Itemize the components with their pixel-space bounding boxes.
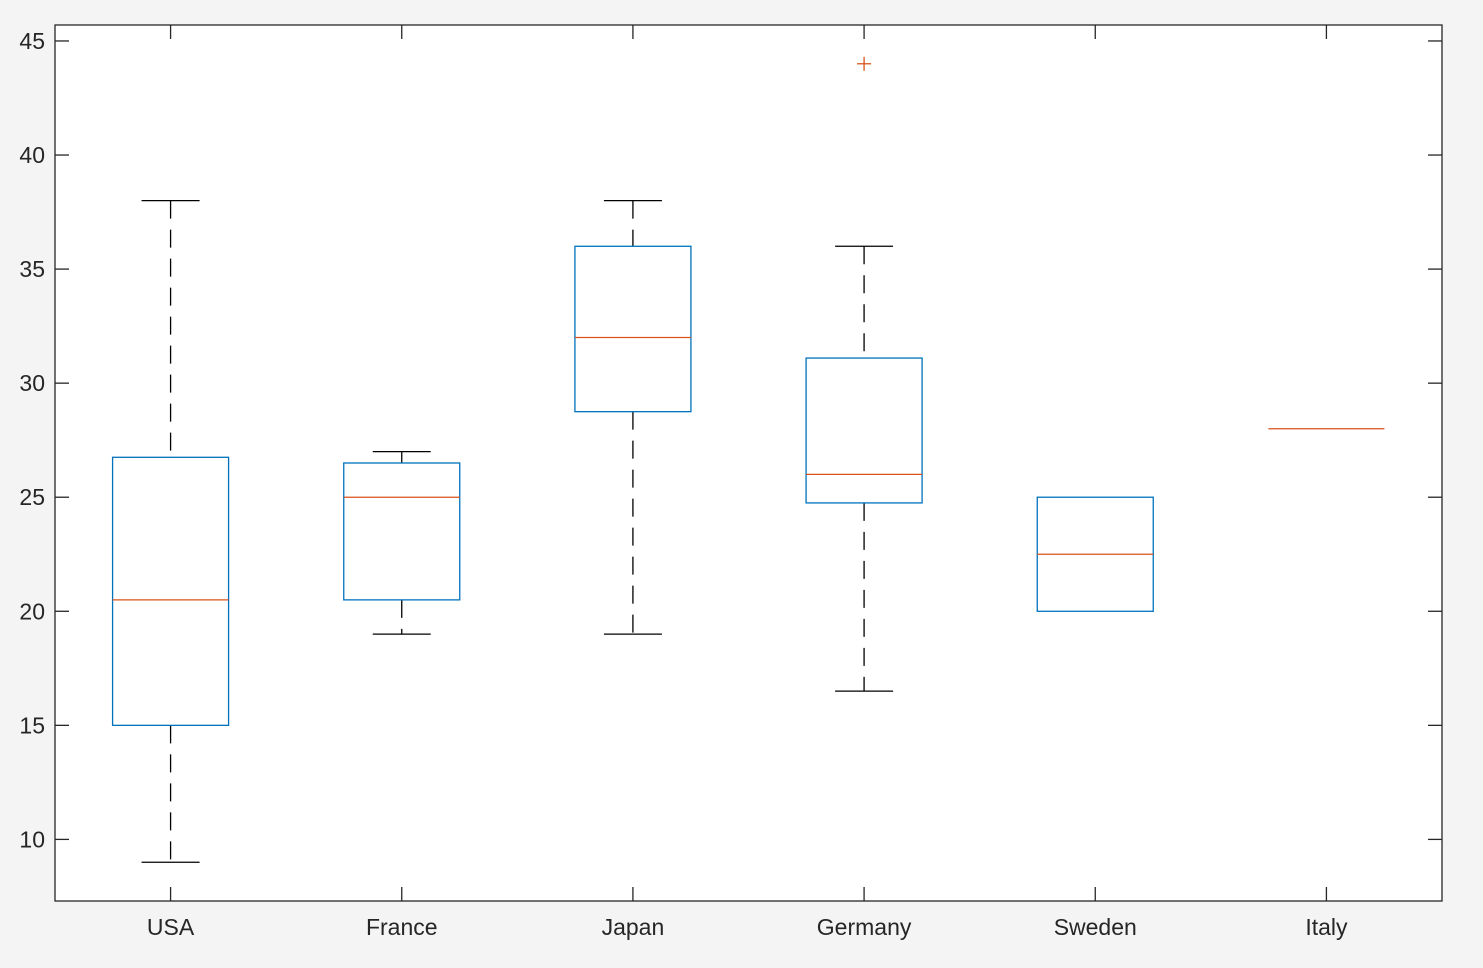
- y-tick-label: 25: [19, 484, 45, 510]
- box-iqr: [805, 357, 923, 504]
- plot-area: [55, 25, 1442, 901]
- box-iqr: [343, 462, 461, 601]
- y-tick-label: 40: [19, 142, 45, 168]
- box-iqr: [574, 245, 692, 413]
- y-tick-label: 30: [19, 370, 45, 396]
- y-tick-label: 15: [19, 712, 45, 738]
- box-iqr: [111, 456, 230, 726]
- x-tick-label: Germany: [817, 914, 912, 940]
- y-tick-label: 10: [19, 826, 45, 852]
- axes-frame: [54, 24, 1443, 902]
- x-tick-label: France: [366, 914, 438, 940]
- x-tick-label: Japan: [602, 914, 665, 940]
- x-tick-label: Sweden: [1054, 914, 1137, 940]
- x-tick-label: USA: [147, 914, 195, 940]
- y-tick-label: 35: [19, 256, 45, 282]
- y-tick-label: 20: [19, 598, 45, 624]
- y-tick-label: 45: [19, 28, 45, 54]
- x-tick-label: Italy: [1305, 914, 1348, 940]
